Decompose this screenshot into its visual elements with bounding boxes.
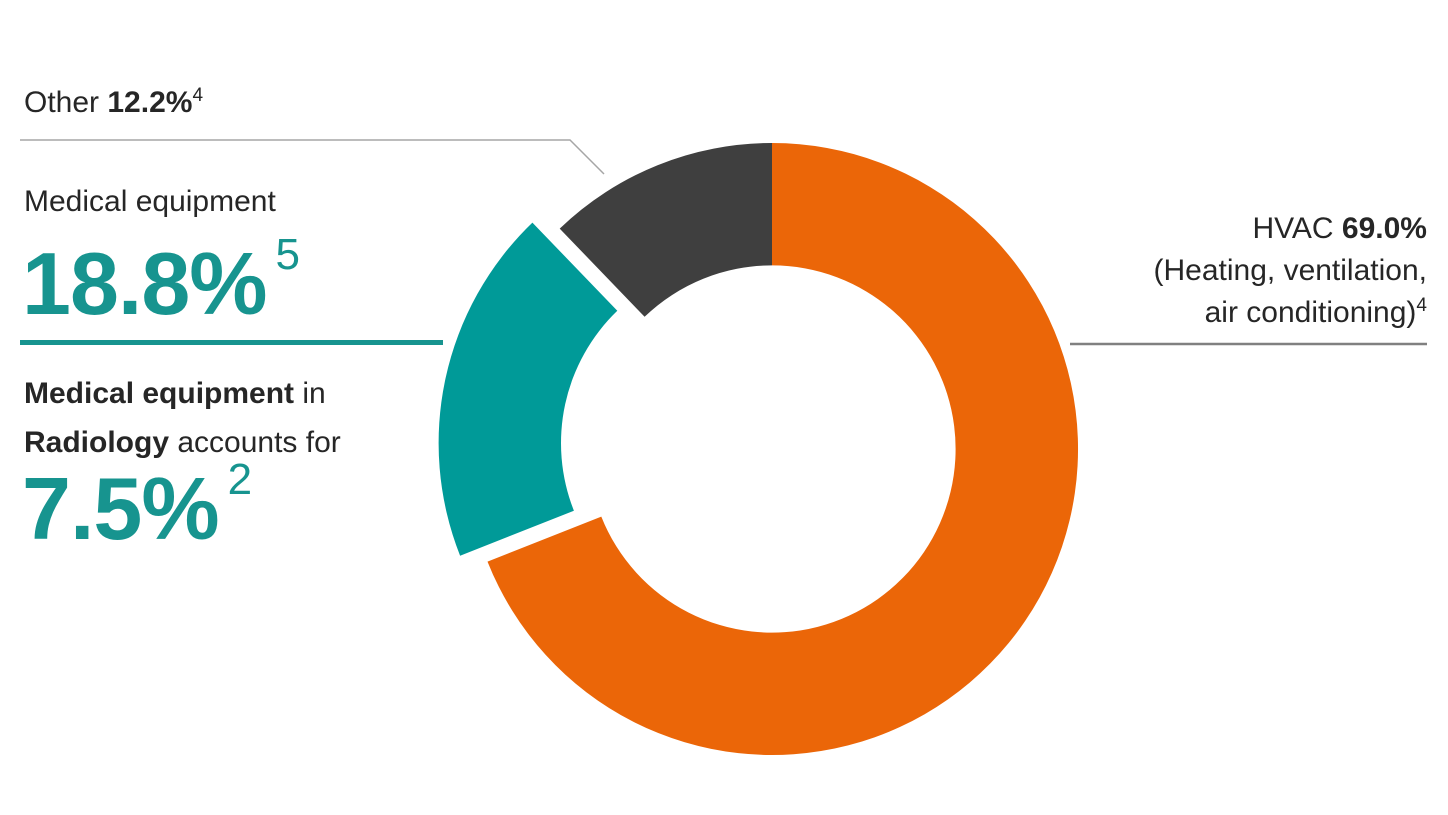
hvac-label-block: HVAC 69.0% (Heating, ventilation, air co…	[1154, 208, 1428, 338]
radiology-value: 7.5% 2	[22, 458, 252, 553]
hvac-label-line3-text: air conditioning)	[1204, 296, 1417, 329]
radiology-note-line1: Medical equipment in	[24, 369, 341, 418]
hvac-label-line3: air conditioning)4	[1154, 292, 1427, 338]
hvac-footnote: 4	[1416, 295, 1427, 316]
radiology-note-rest2: accounts for	[169, 426, 341, 459]
medical-equipment-title: Medical equipment	[24, 185, 276, 218]
donut-segment-medical-equipment	[438, 222, 618, 556]
donut-chart	[438, 143, 1079, 755]
hvac-label-line2: (Heating, ventilation,	[1153, 254, 1428, 287]
radiology-note-bold2: Radiology	[24, 426, 170, 459]
medical-equipment-value: 18.8% 5	[22, 233, 300, 328]
hvac-label-line1: HVAC 69.0%	[1154, 208, 1427, 250]
other-label-text: Other	[24, 86, 108, 119]
radiology-percent: 7.5%	[22, 459, 220, 558]
radiology-note-line2: Radiology accounts for	[24, 418, 341, 467]
other-label: Other 12.2%4	[24, 84, 203, 126]
radiology-footnote: 2	[227, 455, 253, 504]
medical-value-underline	[20, 340, 443, 345]
donut-segment-hvac	[487, 143, 1079, 755]
radiology-note-bold1: Medical equipment	[24, 377, 295, 410]
radiology-note-rest1: in	[294, 377, 326, 410]
medical-equipment-footnote: 5	[275, 230, 301, 279]
hvac-label-text: HVAC	[1252, 212, 1342, 245]
other-leader-line	[20, 139, 605, 175]
medical-equipment-percent: 18.8%	[22, 234, 268, 333]
other-footnote: 4	[192, 85, 204, 106]
donut-segment-other	[559, 143, 772, 317]
other-value: 12.2%	[107, 86, 193, 119]
radiology-note: Medical equipment in Radiology accounts …	[24, 369, 341, 467]
hvac-value: 69.0%	[1341, 212, 1427, 245]
